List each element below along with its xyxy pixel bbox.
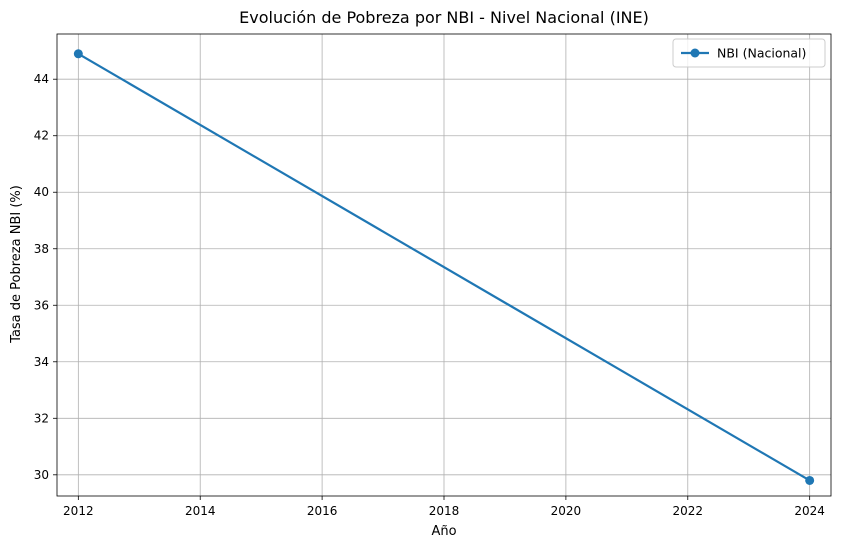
series-layer: [73, 49, 815, 485]
y-tick-label: 36: [34, 298, 49, 312]
y-axis-label: Tasa de Pobreza NBI (%): [9, 185, 24, 344]
x-tick-label: 2018: [429, 504, 460, 518]
chart-title: Evolución de Pobreza por NBI - Nivel Nac…: [239, 8, 649, 27]
x-tick-label: 2016: [307, 504, 338, 518]
y-tick-label: 38: [34, 242, 49, 256]
y-tick-label: 42: [34, 129, 49, 143]
y-tick-label: 40: [34, 185, 49, 199]
x-tick-label: 2012: [63, 504, 94, 518]
grid: [57, 34, 831, 496]
x-tick-label: 2024: [794, 504, 825, 518]
x-tick-label: 2014: [185, 504, 216, 518]
x-tick-label: 2020: [551, 504, 582, 518]
axes: 2012 2014 2016 2018 2020 2022 2024 30 32 34 36 38 40…: [34, 33, 832, 518]
legend-marker: [690, 48, 700, 58]
y-tick-label: 30: [34, 468, 49, 482]
series-line: [77, 52, 811, 482]
x-axis-label: Año: [431, 524, 456, 539]
data-point: [73, 49, 83, 59]
x-tick-label: 2022: [673, 504, 704, 518]
y-tick-label: 34: [34, 355, 49, 369]
data-point: [805, 475, 815, 485]
legend: NBI (Nacional): [672, 38, 826, 68]
legend-label: NBI (Nacional): [717, 46, 806, 61]
y-tick-label: 32: [34, 411, 49, 425]
legend-box: [672, 38, 826, 68]
y-tick-label: 44: [34, 72, 49, 86]
